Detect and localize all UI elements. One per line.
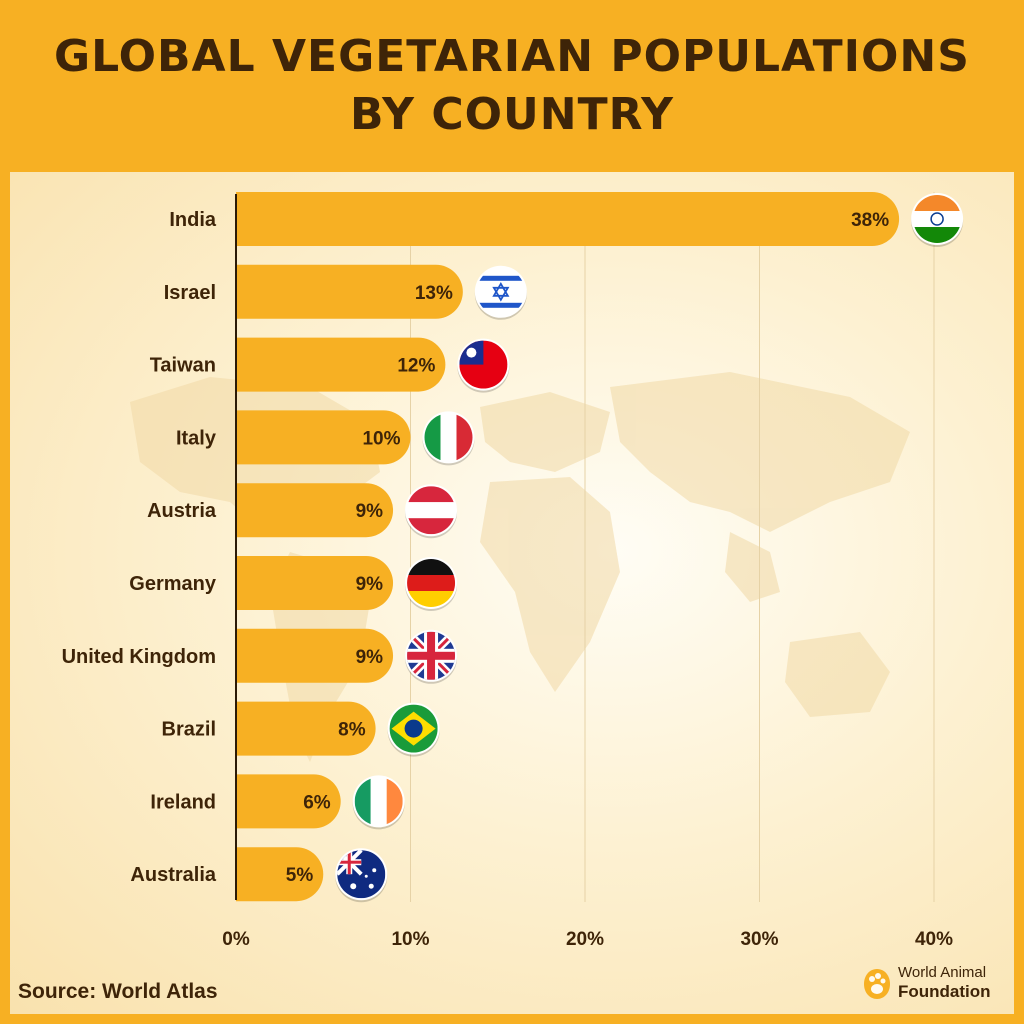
title-line-1: GLOBAL VEGETARIAN POPULATIONS: [54, 31, 970, 82]
category-label: Ireland: [150, 791, 216, 813]
value-label: 12%: [397, 356, 435, 377]
value-label: 9%: [356, 574, 384, 595]
value-label: 38%: [851, 210, 889, 231]
australia-flag-icon: [335, 848, 388, 903]
bar-taiwan: [236, 337, 446, 392]
value-label: 5%: [286, 865, 314, 886]
uk-flag-icon: [405, 629, 458, 684]
brand-name-line-2: Foundation: [898, 982, 991, 1001]
india-flag-icon: [911, 193, 964, 247]
bar-chart: 0% 10% 20% 30% 40% India 38% Israel 13% Taiwan 12%…: [62, 192, 964, 950]
x-tick-label: 0%: [222, 929, 250, 950]
israel-flag-icon: [474, 265, 527, 320]
category-label: Italy: [176, 427, 217, 449]
category-label: India: [169, 209, 217, 231]
bar-india: [236, 192, 900, 246]
bar-australia: [236, 847, 324, 902]
bar-brazil: [236, 701, 376, 756]
bar-italy: [236, 410, 411, 465]
germany-flag-icon: [405, 557, 458, 611]
bar-germany: [236, 556, 394, 610]
category-label: Australia: [130, 864, 216, 886]
flags: [335, 193, 964, 903]
source-note: Source: World Atlas: [18, 980, 218, 1003]
bar-israel: [236, 264, 463, 319]
value-label: 10%: [362, 428, 400, 449]
chart-panel: 0% 10% 20% 30% 40% India 38% Israel 13% Taiwan 12%…: [10, 172, 1014, 1014]
category-label: United Kingdom: [62, 646, 216, 668]
gridlines: [410, 192, 935, 902]
brazil-flag-icon: [387, 702, 440, 757]
austria-flag-icon: [405, 484, 458, 539]
category-label: Israel: [164, 282, 216, 304]
bars: [236, 192, 900, 902]
x-tick-label: 40%: [915, 929, 953, 950]
category-label: Austria: [147, 500, 217, 522]
value-label: 9%: [356, 647, 384, 668]
category-label: Germany: [129, 573, 217, 595]
value-label: 9%: [356, 501, 384, 522]
bar-austria: [236, 483, 394, 538]
labels: 0% 10% 20% 30% 40% India 38% Israel 13% Taiwan 12%…: [62, 209, 954, 950]
x-tick-label: 20%: [566, 929, 604, 950]
paw-hand-icon: [864, 969, 890, 999]
category-label: Taiwan: [150, 355, 216, 377]
title-line-2: BY COUNTRY: [350, 89, 674, 140]
taiwan-flag-icon: [457, 338, 510, 393]
category-label: Brazil: [162, 719, 216, 741]
value-label: 8%: [338, 720, 366, 741]
x-tick-label: 10%: [391, 929, 429, 950]
page-title: GLOBAL VEGETARIAN POPULATIONS BY COUNTRY: [0, 28, 1024, 144]
brand-name-line-1: World Animal: [898, 964, 987, 981]
bar-ireland: [236, 774, 341, 829]
italy-flag-icon: [422, 411, 475, 466]
value-label: 6%: [303, 792, 331, 813]
x-tick-label: 30%: [740, 929, 778, 950]
brand-logo-block: World Animal Foundation: [862, 962, 1012, 1006]
bar-united-kingdom: [236, 628, 394, 683]
value-label: 13%: [415, 283, 453, 304]
ireland-flag-icon: [352, 775, 405, 830]
